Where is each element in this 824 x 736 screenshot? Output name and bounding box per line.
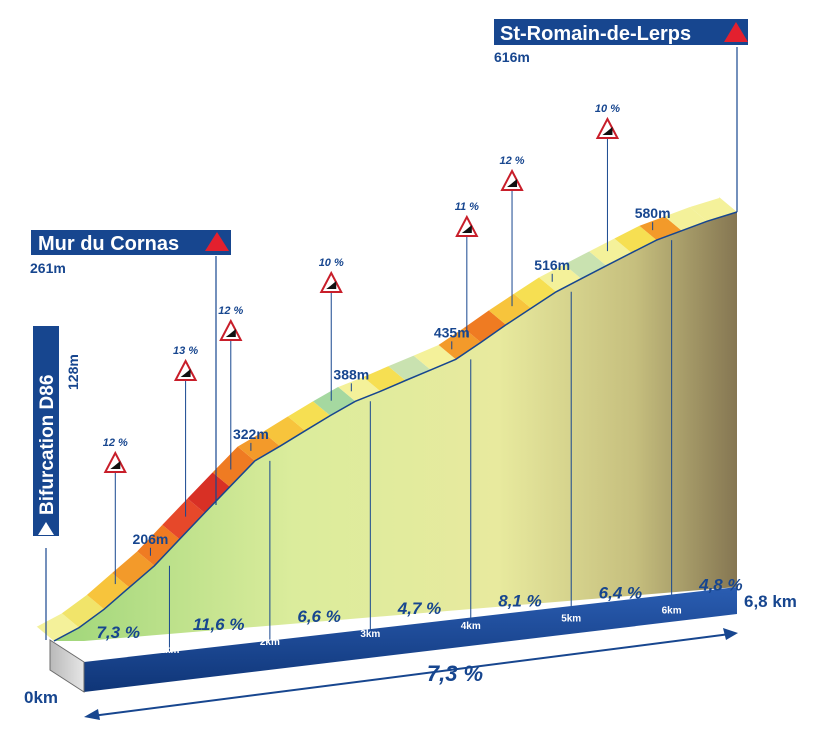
km-gradient-label: 6,4 % [599,583,642,602]
ribbon-segment [287,400,331,431]
max-gradient-label: 12 % [218,305,243,317]
pass-name: Mur du Cornas [38,233,179,255]
ribbon-segment [36,612,80,641]
ribbon-segment [462,309,506,343]
slope-glyph-icon [602,127,613,135]
max-gradient-markers: 12 % 13 % 12 % 10 % 11 % 12 % 10 % [103,103,620,585]
slope-glyph-icon [461,225,472,233]
altitude-labels: 206m 322m 388m 435m 516m 580m [133,205,671,556]
gradient-warning-icon [173,358,198,381]
ribbon-segment [588,237,632,266]
altitude-label: 322m [233,426,269,442]
ribbon-segment [538,263,582,292]
km-gradient-label: 4,7 % [397,599,441,618]
km-gradient-label: 11,6 % [193,615,245,634]
km-tick-label: 1km [159,645,179,656]
ribbon-segment [262,415,306,447]
km-tick-label: 6km [662,605,682,616]
pass-label-bifurcation: Bifurcation D86 128m [31,324,81,538]
km-tick-label: 4km [461,621,481,632]
gradient-warning-icon [319,270,343,293]
slope-glyph-icon [180,369,191,377]
gradient-warning-icon [455,214,479,237]
km-labels: 1km 2km 3km 4km 5km 6km [159,605,681,656]
gradient-warning-icon [219,318,243,341]
max-gradient-label: 10 % [319,257,344,269]
altitude-label: 580m [635,205,671,221]
base-band [84,587,737,692]
altitude-label: 388m [333,366,369,382]
gradient-warning-icon [103,450,127,473]
km-tick-label: 2km [260,637,280,648]
ribbon-segment [312,386,356,416]
pass-label-box [31,324,61,538]
ribbon-segment [111,550,155,588]
profile-area [54,212,737,641]
pass-label-box [492,17,750,47]
km-gradient-label: 8,1 % [498,591,541,610]
pass-altitude: 616m [494,49,530,65]
pass-name: St-Romain-de-Lerps [500,23,691,45]
end-distance: 6,8 km [744,592,797,611]
slope-glyph-icon [507,179,518,187]
pass-label-mur: Mur du Cornas 261m [29,228,233,505]
max-gradient-label: 12 % [103,437,128,449]
pass-labels: Bifurcation D86 128m Mur du Cornas 261m St-R… [29,17,750,640]
max-gradient-label: 11 % [455,201,479,213]
km-gradient-label: 7,3 % [96,623,139,642]
km-grid-lines [168,44,738,654]
pass-label-box [29,228,233,257]
summit-marker-icon [205,232,229,251]
km-tick-label: 5km [561,613,581,624]
altitude-label: 435m [434,324,470,340]
pass-altitude: 261m [30,260,66,276]
average-gradient: 7,3 % [427,661,483,686]
pass-name: Bifurcation D86 [37,375,58,515]
gradient-warning-icon [500,168,524,191]
ribbon-segment [488,293,532,325]
pass-label-summit: St-Romain-de-Lerps 616m [492,17,750,65]
slope-glyph-icon [110,461,121,469]
max-gradient-label: 10 % [595,103,620,115]
ribbon-segment [161,497,205,540]
ribbon-segment [236,431,280,461]
km-gradient-label: 4,8 % [698,575,742,594]
altitude-label: 516m [534,257,570,273]
ribbon-segment [563,250,607,279]
profile-ridge-line [35,196,720,627]
gradient-warning-icon [595,116,620,139]
ribbon-segment [136,524,180,566]
distance-arrow [84,628,738,720]
summit-marker-icon [724,22,748,42]
ribbon-segment [437,327,481,360]
slope-glyph-icon [326,281,337,289]
ribbon-segment [186,471,230,513]
max-gradient-label: 12 % [499,155,524,167]
ribbon-segment [513,276,557,309]
max-gradient-label: 13 % [173,345,198,357]
ribbon-segment [86,572,130,610]
ribbon-segment [211,445,255,487]
ribbon-segment [613,225,657,253]
start-marker-icon [38,522,54,535]
km-gradient-labels: 7,3 % 11,6 % 6,6 % 4,7 % 8,1 % 6,4 % 4,8 % [96,575,742,642]
base-left-face [49,639,85,693]
start-distance: 0km [24,688,58,707]
km-tick-label: 3km [360,629,380,640]
profile-under-line [53,211,738,642]
km-gradient-label: 6,6 % [297,607,340,626]
slope-glyph-icon [225,329,236,337]
pass-altitude: 128m [65,354,81,390]
ribbon-segment [61,594,105,628]
altitude-label: 206m [133,531,169,547]
